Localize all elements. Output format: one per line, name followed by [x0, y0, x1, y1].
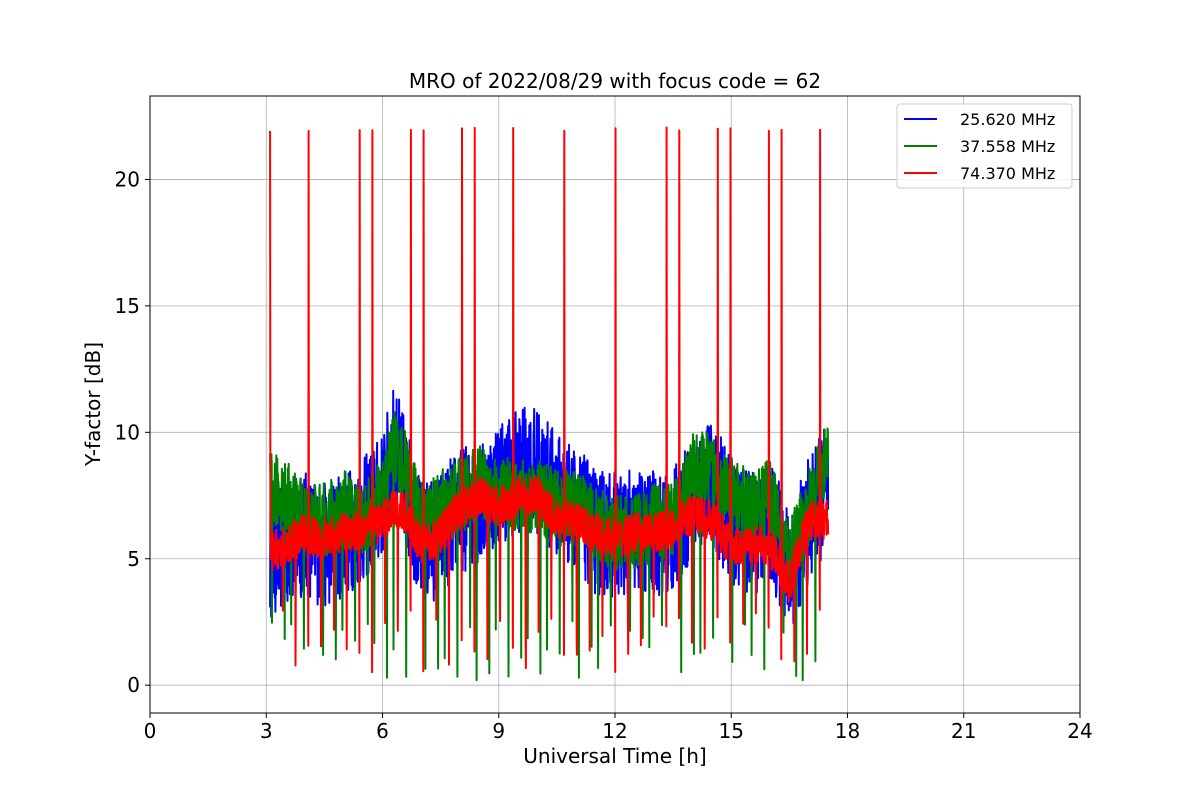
chart-title: MRO of 2022/08/29 with focus code = 62: [409, 69, 821, 93]
y-tick-label: 10: [115, 420, 140, 444]
x-tick-label: 21: [951, 719, 976, 743]
legend-label: 37.558 MHz: [960, 137, 1055, 156]
plot-area: [269, 126, 830, 682]
legend-label: 25.620 MHz: [960, 110, 1055, 129]
legend: 25.620 MHz 37.558 MHz 74.370 MHz: [896, 103, 1073, 189]
legend-box: [896, 103, 1073, 189]
legend-label: 74.370 MHz: [960, 164, 1055, 183]
y-tick-label: 20: [115, 167, 140, 191]
series-line-3: [269, 126, 830, 674]
y-axis: 0 5 10 15 20: [115, 167, 150, 697]
y-tick-label: 15: [115, 294, 140, 318]
x-tick-label: 6: [376, 719, 389, 743]
x-tick-label: 15: [719, 719, 744, 743]
x-axis: 0 3 6 9 12 15 18 21 24: [144, 713, 1093, 743]
x-tick-label: 24: [1067, 719, 1092, 743]
y-tick-label: 5: [127, 547, 140, 571]
y-tick-label: 0: [127, 673, 140, 697]
x-tick-label: 12: [602, 719, 627, 743]
x-tick-label: 18: [835, 719, 860, 743]
x-tick-label: 0: [144, 719, 157, 743]
x-tick-label: 9: [492, 719, 505, 743]
x-axis-label: Universal Time [h]: [523, 744, 706, 768]
y-axis-label: Y-factor [dB]: [81, 342, 105, 467]
x-tick-label: 3: [260, 719, 273, 743]
